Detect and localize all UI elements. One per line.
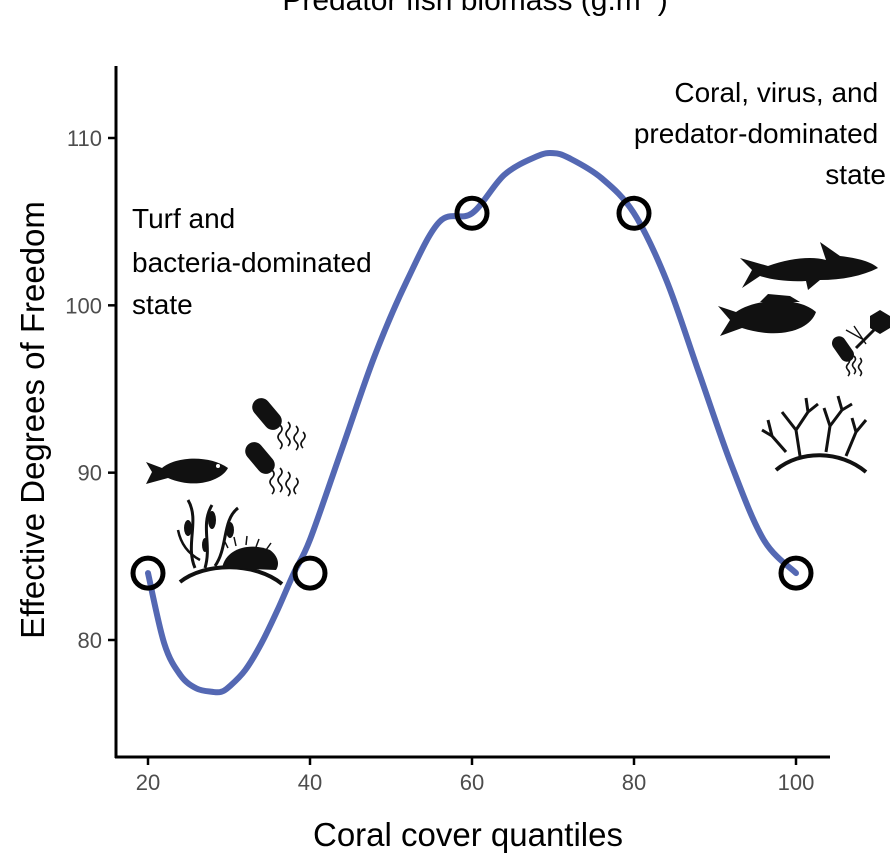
fitted-curve-layer [145, 149, 799, 696]
y-tick-label: 100 [65, 293, 102, 318]
x-tick-label: 60 [460, 770, 484, 795]
annotation-left-line-3: state [132, 289, 193, 320]
turf-icon [222, 535, 278, 570]
chart-title: Predator fish biomass (g.m-2) [282, 0, 667, 17]
annotation-left-line-1: Turf and [132, 203, 235, 234]
virus-icon [831, 310, 890, 377]
data-points-layer [130, 195, 814, 591]
annotation-right-line-3: state [825, 159, 886, 190]
grouper-icon [718, 294, 816, 336]
x-tick-label: 80 [622, 770, 646, 795]
left-icon-group [146, 398, 306, 586]
x-tick-label: 40 [298, 770, 322, 795]
y-tick-label: 90 [78, 461, 102, 486]
data-point [778, 555, 814, 591]
data-point [130, 555, 166, 591]
annotation-right: Coral, virus, and predator-dominated sta… [634, 77, 886, 190]
algae-icon [176, 499, 240, 569]
chart-title-superscript: -2 [641, 0, 658, 4]
axis-ticks: 80 90 100 110 20 40 60 80 100 [65, 126, 814, 795]
y-tick-label: 110 [67, 126, 102, 151]
x-tick-label: 100 [778, 770, 815, 795]
bacteria-icon-2 [245, 442, 299, 497]
y-tick-label: 80 [78, 628, 102, 653]
y-axis-title: Effective Degrees of Freedom [14, 201, 51, 639]
annotation-left: Turf and bacteria-dominated state [132, 203, 379, 320]
annotation-right-line-1: Coral, virus, and [674, 77, 878, 108]
annotation-right-line-2: predator-dominated [634, 118, 878, 149]
bacteria-icon [252, 398, 306, 451]
data-point [292, 555, 328, 591]
fitted-curve [145, 149, 799, 696]
data-point [454, 195, 490, 231]
annotation-left-line-2: bacteria-dominated [132, 247, 372, 278]
x-tick-label: 20 [136, 770, 160, 795]
coral-icon [761, 395, 868, 474]
shark-icon [740, 242, 878, 290]
x-axis-title: Coral cover quantiles [313, 816, 623, 853]
right-icon-group [718, 242, 890, 474]
reef-mound-icon [178, 565, 284, 586]
data-point [616, 195, 652, 231]
fish-icon [146, 458, 228, 484]
